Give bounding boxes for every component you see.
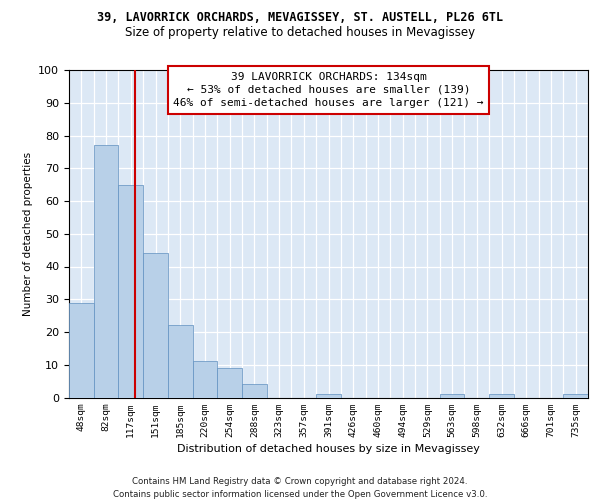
Bar <box>193 362 217 398</box>
Bar <box>168 326 193 398</box>
Bar <box>242 384 267 398</box>
Bar <box>94 146 118 398</box>
Text: Contains HM Land Registry data © Crown copyright and database right 2024.
Contai: Contains HM Land Registry data © Crown c… <box>113 478 487 499</box>
Bar <box>143 254 168 398</box>
Bar <box>489 394 514 398</box>
Bar <box>440 394 464 398</box>
Bar <box>563 394 588 398</box>
Bar <box>69 302 94 398</box>
Text: 39 LAVORRICK ORCHARDS: 134sqm
← 53% of detached houses are smaller (139)
46% of : 39 LAVORRICK ORCHARDS: 134sqm ← 53% of d… <box>173 72 484 108</box>
Bar <box>118 184 143 398</box>
Bar <box>217 368 242 398</box>
Y-axis label: Number of detached properties: Number of detached properties <box>23 152 33 316</box>
X-axis label: Distribution of detached houses by size in Mevagissey: Distribution of detached houses by size … <box>177 444 480 454</box>
Bar <box>316 394 341 398</box>
Text: Size of property relative to detached houses in Mevagissey: Size of property relative to detached ho… <box>125 26 475 39</box>
Text: 39, LAVORRICK ORCHARDS, MEVAGISSEY, ST. AUSTELL, PL26 6TL: 39, LAVORRICK ORCHARDS, MEVAGISSEY, ST. … <box>97 11 503 24</box>
